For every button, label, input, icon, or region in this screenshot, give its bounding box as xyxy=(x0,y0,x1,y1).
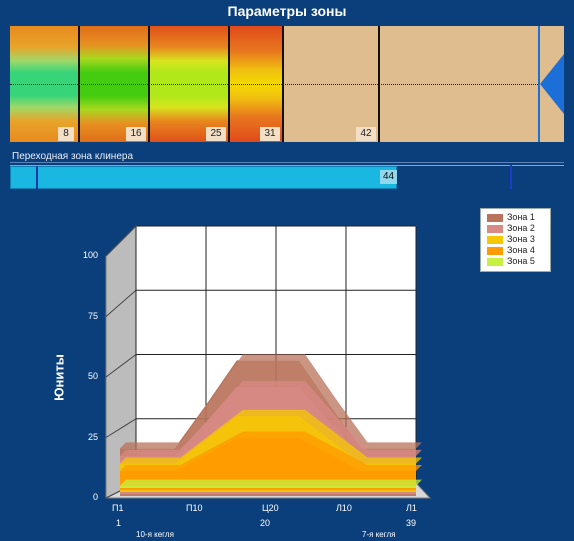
lane-end-line xyxy=(538,26,540,142)
grid-line-side xyxy=(105,354,137,378)
grid-line-side xyxy=(105,225,137,257)
y-tick-label: 50 xyxy=(88,371,99,381)
grid-line-side xyxy=(105,418,137,438)
x-sub-tick-label: 39 xyxy=(406,518,417,528)
zone-label-2: 16 xyxy=(126,127,146,141)
x-note-label: 7-я кегля xyxy=(362,530,396,539)
legend-swatch xyxy=(487,236,503,244)
zone-profile-chart xyxy=(105,224,432,499)
cleaner-zone-bar[interactable] xyxy=(10,166,397,189)
legend-label: Зона 4 xyxy=(507,245,535,255)
series-top-4 xyxy=(120,431,422,471)
legend-swatch xyxy=(487,225,503,233)
cleaner-end-marker[interactable] xyxy=(510,165,512,189)
series-top-1 xyxy=(120,354,422,449)
y-tick-label: 25 xyxy=(88,431,99,442)
x-tick-label: Л1 xyxy=(406,503,417,513)
legend-swatch xyxy=(487,258,503,266)
legend-swatch xyxy=(487,214,503,222)
zone-parameters-bar[interactable]: 8 16 25 31 42 xyxy=(10,26,564,142)
x-tick-label: Ц20 xyxy=(262,503,279,513)
x-sub-tick-label: 20 xyxy=(260,518,271,528)
x-sub-tick-label: 1 xyxy=(116,518,122,528)
legend-swatch xyxy=(487,247,503,255)
cleaner-start-marker[interactable] xyxy=(36,166,38,189)
legend-label: Зона 1 xyxy=(507,212,535,222)
cleaner-zone-label: Переходная зона клинера xyxy=(12,151,134,162)
series-area-4 xyxy=(120,437,416,490)
series-area-5 xyxy=(120,485,416,488)
y-tick-label: 75 xyxy=(88,310,99,321)
cleaner-zone-value: 44 xyxy=(380,170,397,184)
legend-label: Зона 3 xyxy=(507,234,535,244)
y-tick-label: 100 xyxy=(83,250,99,260)
zone-label-3: 25 xyxy=(206,127,226,141)
series-top-3 xyxy=(120,409,422,464)
x-tick-label: П10 xyxy=(186,503,203,513)
series-top-2 xyxy=(120,380,422,456)
series-top-5 xyxy=(120,479,422,486)
x-tick-label: Л10 xyxy=(336,503,352,513)
zone-label-4: 31 xyxy=(260,127,280,141)
legend-label: Зона 5 xyxy=(507,256,535,266)
legend-label: Зона 2 xyxy=(507,223,535,233)
chart-series xyxy=(120,354,422,496)
zone-label-1: 8 xyxy=(58,127,74,141)
lane-center-line xyxy=(10,84,564,85)
zone-label-5: 42 xyxy=(356,127,376,141)
x-tick-label: П1 xyxy=(112,503,124,513)
divider xyxy=(10,162,564,163)
chart-legend: Зона 1 Зона 2 Зона 3 Зона 4 Зона 5 xyxy=(480,208,551,272)
cleaner-zone-track[interactable] xyxy=(10,165,564,190)
page-title: Параметры зоны xyxy=(227,3,347,19)
x-note-label: 10-я кегля xyxy=(136,530,174,539)
y-axis-label: Юниты xyxy=(51,354,67,401)
grid-line-side xyxy=(105,289,137,317)
y-tick-label: 0 xyxy=(93,492,99,502)
pin-deck-arrow-icon xyxy=(540,54,564,114)
